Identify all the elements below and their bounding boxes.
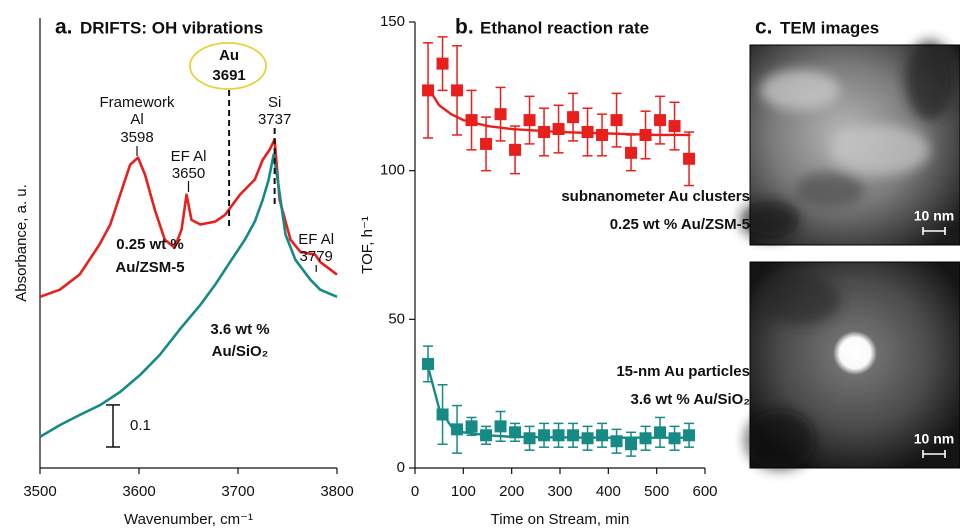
data-point: [552, 429, 565, 442]
scale-bar-label: 10 nm: [914, 431, 954, 447]
panel-letter: b.: [455, 16, 474, 39]
data-point: [639, 128, 652, 141]
annotation-value: 3691: [212, 67, 245, 84]
data-point: [538, 429, 551, 442]
tem-image-1-art: [740, 40, 960, 245]
data-point: [523, 114, 536, 127]
data-point: [581, 126, 594, 139]
panel-letter: c.: [755, 16, 773, 39]
series-label: 3.6 wt % Au/SiO₂: [631, 391, 750, 408]
tem-image-frame: [749, 261, 960, 469]
data-point: [422, 84, 435, 97]
scale-bar-label: 0.1: [130, 417, 151, 434]
data-point: [538, 126, 551, 139]
data-point: [451, 84, 464, 97]
annotation-label: Au: [219, 47, 239, 64]
y-axis-label: Absorbance, a. u.: [13, 184, 30, 302]
data-point: [610, 435, 623, 448]
x-tick-label: 3700: [221, 483, 254, 500]
x-tick-label: 300: [547, 483, 572, 500]
data-point: [451, 423, 464, 436]
series-label: 0.25 wt %: [116, 236, 184, 253]
series-label: Au/SiO₂: [212, 343, 269, 360]
data-point: [465, 420, 478, 433]
data-point: [610, 114, 623, 127]
y-tick-label: 50: [388, 310, 405, 327]
data-point: [654, 426, 667, 439]
series-label: 15-nm Au particles: [616, 363, 750, 380]
panel-title: DRIFTS: OH vibrations: [80, 18, 263, 37]
annotation-label: Al: [130, 111, 143, 128]
data-point: [625, 438, 638, 451]
panel-title: Ethanol reaction rate: [480, 18, 649, 37]
data-point: [567, 429, 580, 442]
data-point: [683, 429, 696, 442]
data-point: [639, 432, 652, 445]
data-point: [567, 111, 580, 124]
tem-image-frame: [749, 44, 960, 246]
data-point: [465, 114, 478, 127]
series-label: 3.6 wt %: [210, 321, 269, 338]
data-point: [422, 357, 435, 370]
x-tick-label: 3800: [320, 483, 353, 500]
data-point: [494, 108, 507, 121]
y-tick-label: 150: [380, 13, 405, 30]
x-axis-label: Time on Stream, min: [491, 511, 630, 528]
data-point: [581, 432, 594, 445]
x-tick-label: 600: [692, 483, 717, 500]
x-tick-label: 100: [451, 483, 476, 500]
data-point: [625, 146, 638, 159]
data-point: [509, 143, 522, 156]
x-tick-label: 3500: [23, 483, 56, 500]
data-point: [683, 152, 696, 165]
panel-title: TEM images: [780, 18, 879, 37]
x-tick-label: 0: [411, 483, 419, 500]
series-label: 0.25 wt % Au/ZSM-5: [610, 216, 750, 233]
data-point: [480, 137, 493, 150]
data-point: [654, 114, 667, 127]
data-point: [668, 120, 681, 133]
x-tick-label: 3600: [122, 483, 155, 500]
annotation-value: 3598: [120, 129, 153, 146]
scale-bar-label: 10 nm: [914, 208, 954, 224]
series-label: subnanometer Au clusters: [561, 188, 750, 205]
annotation-label: EF Al: [171, 148, 207, 165]
data-point: [552, 123, 565, 136]
panel-letter: a.: [55, 16, 73, 39]
data-point: [509, 426, 522, 439]
y-tick-label: 0: [397, 459, 405, 476]
annotation-value: 3779: [300, 248, 333, 265]
data-point: [596, 429, 609, 442]
y-axis-label: TOF, h⁻¹: [359, 216, 376, 274]
annotation-label: Framework: [100, 94, 176, 111]
annotation-value: 3650: [172, 165, 205, 182]
x-tick-label: 500: [644, 483, 669, 500]
annotation-label: EF Al: [298, 231, 334, 248]
annotation-value: 3737: [258, 111, 291, 128]
data-point: [480, 429, 493, 442]
spectrum-line: [39, 153, 338, 438]
data-point: [436, 408, 449, 421]
tem-image-2-art: [745, 262, 960, 470]
x-tick-label: 400: [596, 483, 621, 500]
x-tick-label: 200: [499, 483, 524, 500]
annotation-label: Si: [268, 94, 281, 111]
series-label: Au/ZSM-5: [115, 259, 184, 276]
data-point: [596, 128, 609, 141]
data-point: [523, 432, 536, 445]
y-tick-label: 100: [380, 162, 405, 179]
data-point: [494, 420, 507, 433]
data-point: [668, 432, 681, 445]
data-point: [436, 57, 449, 70]
x-axis-label: Wavenumber, cm⁻¹: [124, 511, 253, 528]
highlight-ellipse: [189, 42, 267, 90]
